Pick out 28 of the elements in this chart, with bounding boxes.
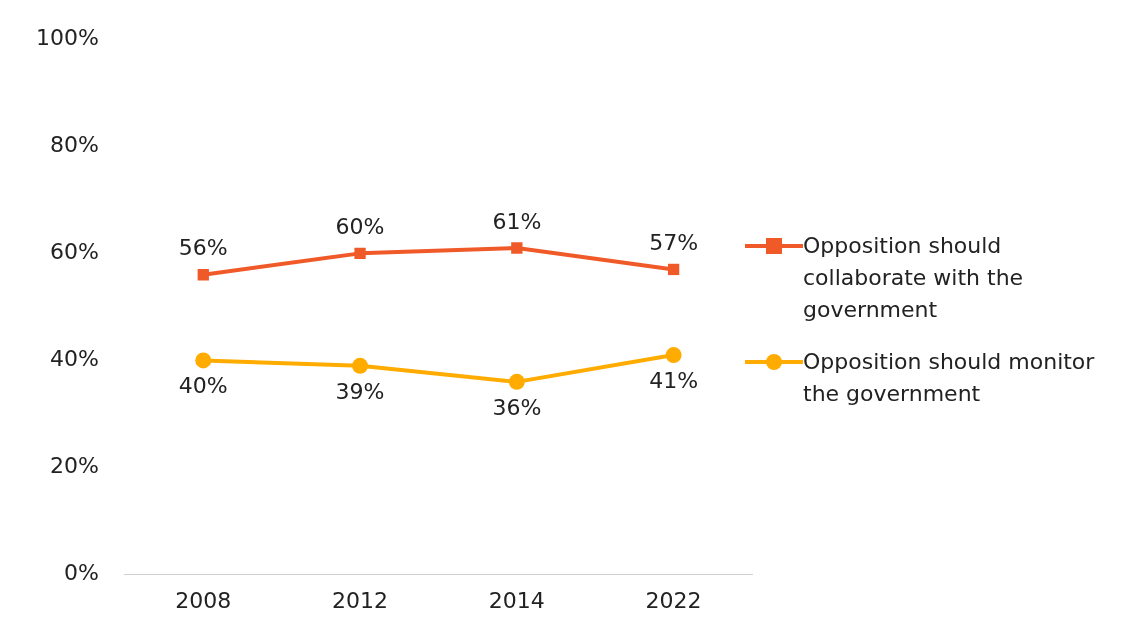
data-label: 61% [492,208,542,234]
point [665,347,682,364]
x-tick-label: 2008 [175,587,232,613]
x-tick-label: 2012 [332,587,389,613]
point [352,357,369,374]
y-tick-label: 60% [49,239,99,265]
y-tick-label: 80% [49,132,99,157]
point [508,373,525,390]
data-label: 60% [335,214,385,240]
legend-label: Opposition should monitor the government [803,348,1096,408]
y-tick-label: 40% [49,346,99,372]
y-tick-label: 20% [49,453,99,479]
data-label: 57% [649,230,699,256]
legend-label: Opposition should collaborate with the government [803,232,1025,324]
point [354,247,366,260]
x-tick-label: 2022 [645,587,702,613]
data-label: 56% [178,235,228,261]
data-label: 36% [492,394,542,420]
data-label: 39% [335,378,385,404]
point [511,242,523,254]
y-tick-label: 0% [63,560,99,586]
data-label: 41% [649,367,699,393]
point [667,263,680,276]
y-tick-label: 100% [35,24,99,50]
data-label: 40% [178,373,228,399]
point [195,352,212,369]
point [197,269,209,281]
x-tick-label: 2014 [488,587,545,613]
